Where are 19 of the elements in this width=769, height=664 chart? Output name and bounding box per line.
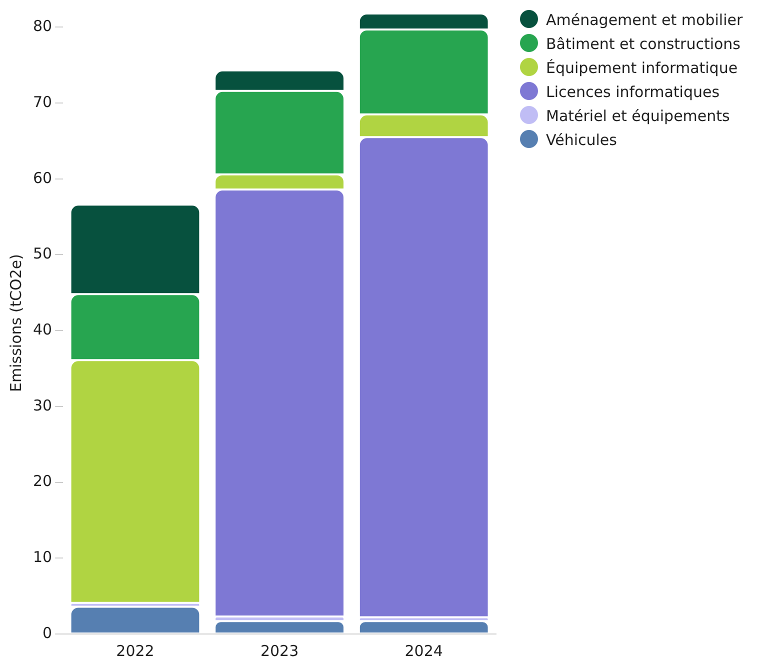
legend-label: Aménagement et mobilier [546, 11, 743, 29]
x-tick-label: 2022 [116, 642, 154, 660]
y-tick-label: 80 [32, 17, 52, 36]
legend-label: Bâtiment et constructions [546, 35, 741, 53]
y-tick-label: 30 [32, 396, 52, 414]
y-axis-title: Emissions (tCO2e) [6, 254, 25, 392]
legend-label: Matériel et équipements [546, 107, 730, 125]
y-tick-label: 20 [32, 472, 52, 490]
y-tick-label: 0 [42, 624, 52, 642]
y-tick-label: 10 [32, 548, 52, 566]
legend-label: Véhicules [546, 131, 617, 149]
x-tick-label: 2023 [260, 642, 299, 660]
legend-label: Licences informatiques [546, 83, 720, 101]
y-tick-label: 60 [32, 168, 52, 187]
y-tick-label: 70 [32, 92, 52, 111]
y-tick-label: 50 [32, 244, 52, 263]
legend-label: Équipement informatique [546, 59, 738, 77]
x-tick-label: 2024 [404, 642, 443, 660]
y-tick-label: 40 [32, 320, 52, 338]
